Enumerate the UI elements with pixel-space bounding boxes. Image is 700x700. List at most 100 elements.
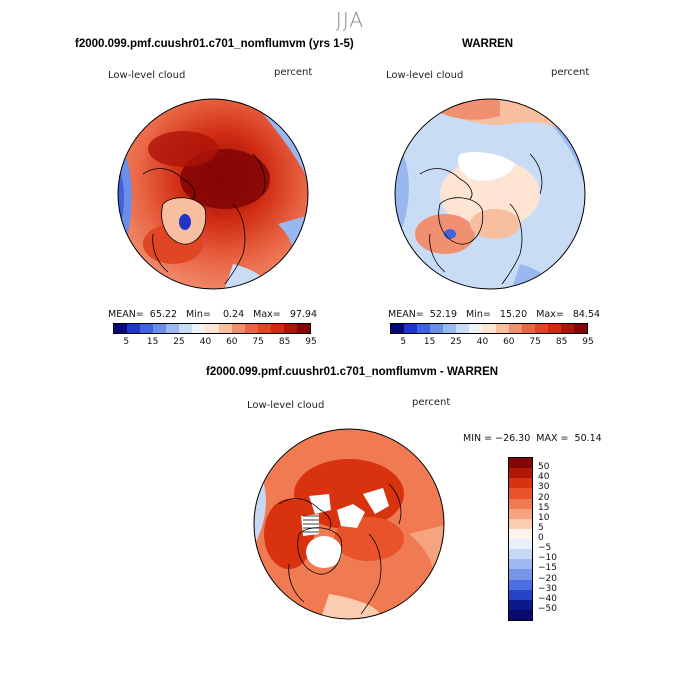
panel1-colorbar	[113, 323, 311, 334]
colorbar-swatch	[205, 324, 219, 333]
panel3-tick: 30	[538, 482, 550, 493]
panel3-tick: 15	[538, 502, 550, 513]
panel1-title: f2000.099.pmf.cuushr01.c701_nomflumvm (y…	[75, 38, 354, 50]
colorbar-swatch	[521, 324, 535, 333]
colorbar-swatch	[509, 539, 532, 550]
colorbar-swatch	[417, 324, 431, 333]
panel1-tick: 15	[146, 337, 159, 347]
colorbar-swatch	[456, 324, 470, 333]
panel3-variable-label: Low-level cloud	[247, 400, 325, 411]
colorbar-swatch	[509, 569, 532, 580]
panel2-stats: MEAN= 52.19 Min= 15.20 Max= 84.54	[388, 309, 601, 320]
panel3-tick: −50	[538, 603, 557, 614]
panel2-tick: 15	[423, 337, 436, 347]
panel1-tick: 60	[226, 337, 238, 347]
colorbar-swatch	[547, 324, 561, 333]
colorbar-swatch	[509, 589, 532, 600]
panel1-tick: 75	[252, 337, 264, 347]
panel1-tick: 25	[173, 337, 185, 347]
panel2-tick: 25	[450, 337, 462, 347]
panel3-tick: −20	[538, 573, 557, 584]
colorbar-swatch	[192, 324, 206, 333]
panel3-tick: 10	[538, 512, 550, 523]
colorbar-swatch	[509, 478, 532, 489]
colorbar-swatch	[560, 324, 574, 333]
colorbar-swatch	[153, 324, 167, 333]
colorbar-swatch	[127, 324, 141, 333]
colorbar-swatch	[508, 324, 522, 333]
panel1-tick: 40	[199, 337, 212, 347]
colorbar-swatch	[509, 458, 532, 469]
panel3-stats: MIN = −26.30 MAX = 50.14	[463, 433, 602, 444]
panel3-tick: 20	[538, 492, 550, 503]
colorbar-swatch	[443, 324, 457, 333]
panel3-tick: −40	[538, 593, 557, 604]
panel1-polar-map	[117, 98, 309, 290]
colorbar-swatch	[430, 324, 444, 333]
panel1-colorbar-ticks: 5 15 25 40 60 75 85 95	[113, 337, 316, 349]
panel3-tick: 5	[538, 522, 544, 533]
panel2-colorbar-ticks: 5 15 25 40 60 75 85 95	[390, 337, 593, 349]
panel2-colorbar-strip	[390, 323, 588, 334]
colorbar-swatch	[509, 599, 532, 610]
colorbar-swatch	[231, 324, 245, 333]
colorbar-swatch	[482, 324, 496, 333]
colorbar-swatch	[404, 324, 418, 333]
panel3-colorbar-ticks: 50 40 30 20 15 10 5 0 −5 −10 −15 −20 −30…	[538, 457, 578, 619]
colorbar-swatch	[179, 324, 193, 333]
colorbar-swatch	[509, 559, 532, 570]
panel2-tick: 5	[400, 337, 407, 347]
panel2-colorbar	[390, 323, 588, 334]
colorbar-swatch	[391, 324, 405, 333]
panel2-tick: 85	[555, 337, 568, 347]
panel2-variable-label: Low-level cloud	[386, 70, 464, 81]
colorbar-swatch	[534, 324, 548, 333]
colorbar-swatch	[509, 488, 532, 499]
colorbar-swatch	[509, 498, 532, 509]
colorbar-swatch	[509, 528, 532, 539]
colorbar-swatch	[495, 324, 509, 333]
panel3-tick: −5	[538, 543, 552, 554]
colorbar-swatch	[509, 609, 532, 620]
colorbar-swatch	[509, 508, 532, 519]
panel2-title: WARREN	[462, 38, 514, 50]
panel3-tick: −15	[538, 563, 557, 574]
colorbar-swatch	[257, 324, 271, 333]
colorbar-swatch	[296, 324, 310, 333]
panel1-variable-label: Low-level cloud	[108, 70, 186, 81]
panel3-colorbar	[508, 457, 533, 621]
colorbar-swatch	[218, 324, 232, 333]
panel2-polar-map	[394, 98, 586, 290]
panel3-title: f2000.099.pmf.cuushr01.c701_nomflumvm - …	[206, 366, 499, 378]
panel1-tick: 85	[278, 337, 291, 347]
panel2-tick: 95	[582, 337, 594, 347]
colorbar-swatch	[140, 324, 154, 333]
panel2-units-label: percent	[551, 67, 590, 78]
panel3-tick: 40	[538, 472, 550, 483]
panel1-stats: MEAN= 65.22 Min= 0.24 Max= 97.94	[108, 309, 318, 320]
colorbar-swatch	[166, 324, 180, 333]
panel3-units-label: percent	[412, 397, 451, 408]
colorbar-swatch	[509, 549, 532, 560]
panel1-units-label: percent	[274, 67, 313, 78]
panel2-tick: 40	[476, 337, 489, 347]
panel2-tick: 75	[529, 337, 541, 347]
panel1-tick: 5	[123, 337, 130, 347]
panel1-colorbar-strip	[113, 323, 311, 334]
panel3-tick: −10	[538, 553, 557, 564]
panel1-tick: 95	[305, 337, 317, 347]
colorbar-swatch	[469, 324, 483, 333]
panel3-tick: −30	[538, 583, 557, 594]
season-title: JJA	[335, 8, 365, 32]
panel3-tick: 0	[538, 533, 544, 543]
colorbar-swatch	[573, 324, 587, 333]
colorbar-swatch	[244, 324, 258, 333]
colorbar-swatch	[509, 518, 532, 529]
colorbar-swatch	[283, 324, 297, 333]
panel2-tick: 60	[503, 337, 515, 347]
colorbar-swatch	[270, 324, 284, 333]
colorbar-swatch	[509, 579, 532, 590]
colorbar-swatch	[114, 324, 128, 333]
panel3-polar-map	[253, 428, 445, 620]
colorbar-swatch	[509, 468, 532, 479]
